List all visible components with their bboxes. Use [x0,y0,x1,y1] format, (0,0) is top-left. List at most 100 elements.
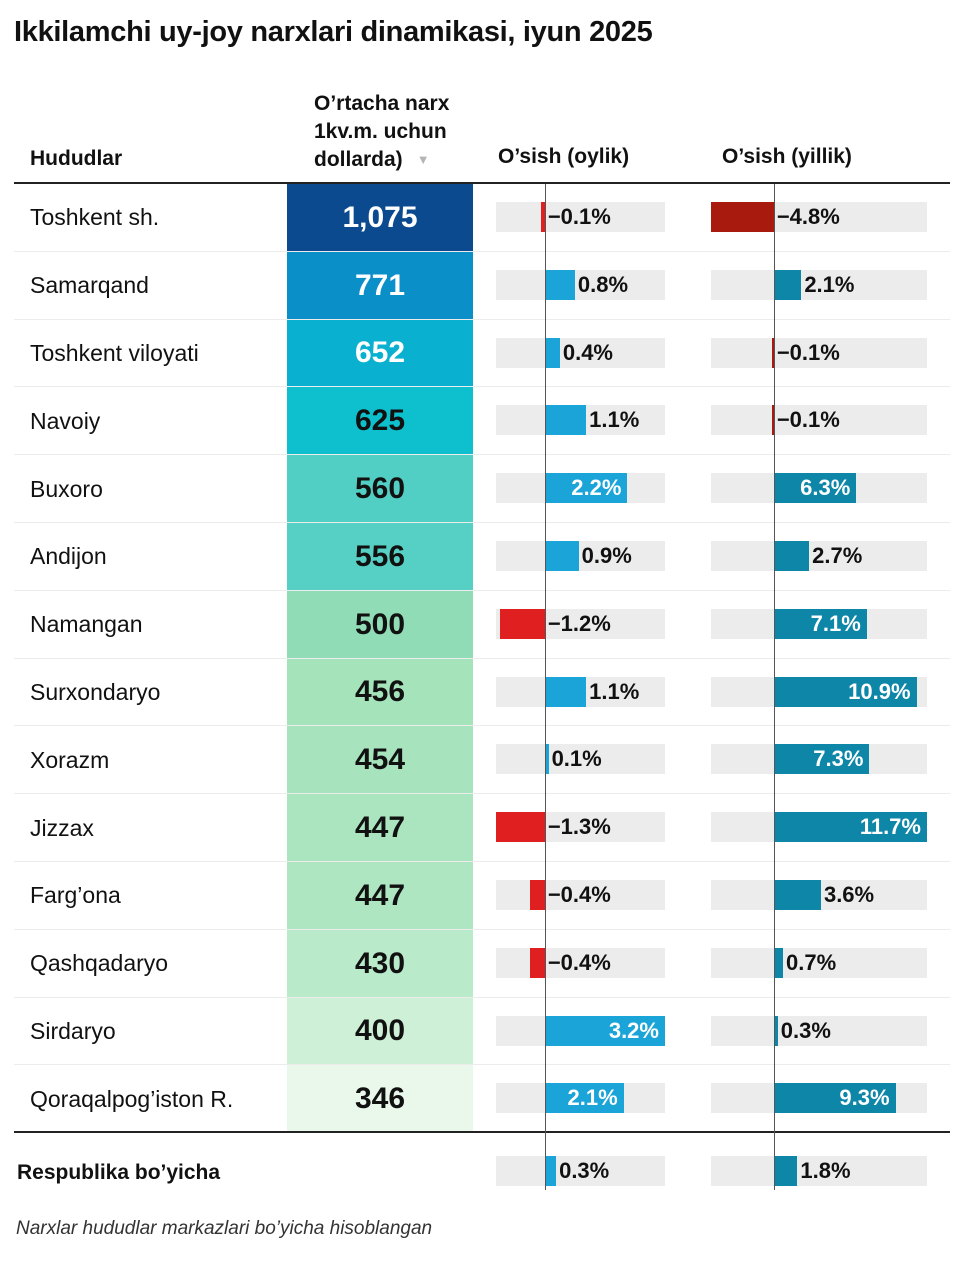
yearly-track: −0.1% [711,405,927,436]
yearly-bar [771,337,774,368]
monthly-bar [499,608,545,639]
region-name: Samarqand [30,272,149,299]
row-separator [14,250,950,252]
sort-descending-icon[interactable]: ▼ [416,152,430,168]
yearly-label: 0.7% [786,949,837,975]
table-row: Samarqand 771 0.8% 2.1% [0,251,964,320]
total-rule [14,1131,950,1133]
yearly-track: 3.6% [711,880,927,910]
region-name: Namangan [30,611,143,638]
price-cell: 400 [287,997,473,1066]
yearly-track: 0.7% [711,947,927,978]
table-row: Sirdaryo 400 3.2% 0.3% [0,997,964,1066]
header-region: Hududlar [30,147,123,170]
row-separator [14,793,950,795]
price-cell: 346 [287,1065,473,1134]
region-name: Surxondaryo [30,678,161,705]
yearly-bar [773,1083,896,1114]
price-cell: 1,075 [287,184,473,252]
total-yearly-bar [773,1156,798,1186]
region-name: Toshkent sh. [30,204,160,231]
price-value: 400 [354,1014,406,1048]
price-cell: 430 [287,929,473,998]
price-value: 447 [354,878,406,912]
yearly-label: 3.6% [823,882,875,907]
monthly-label: 1.1% [589,678,640,704]
monthly-label: 2.2% [571,475,622,501]
row-separator [14,454,950,456]
yearly-label: −0.1% [776,407,840,433]
header-yearly: O’sish (yillik) [722,145,852,168]
price-cell: 500 [287,590,473,659]
yearly-track: 11.7% [711,812,927,843]
monthly-track: −0.4% [496,880,665,910]
row-separator [14,386,950,388]
yearly-bar [773,676,917,707]
monthly-track: 0.9% [496,541,665,571]
row-separator [14,928,950,930]
yearly-bar [771,405,774,436]
row-separator [14,657,950,659]
row-separator [14,589,950,591]
yearly-bar [773,269,802,300]
yearly-bar [773,947,783,978]
total-monthly-bar [544,1156,557,1186]
price-cell: 625 [287,387,473,456]
price-cell: 456 [287,658,473,727]
header-rule [14,182,950,184]
yearly-track: 2.1% [711,269,927,300]
monthly-bar [541,202,545,232]
header-price[interactable]: O’rtacha narx 1kv.m. uchun dollarda) ▼ [314,90,449,174]
yearly-track: 10.9% [711,676,927,707]
chart-title: Ikkilamchi uy-joy narxlari dinamikasi, i… [14,16,653,48]
monthly-label: −0.4% [547,949,611,975]
monthly-track: 1.1% [496,405,665,436]
row-separator [14,318,950,320]
yearly-track: 6.3% [711,473,927,504]
yearly-label: 0.3% [780,1017,831,1043]
yearly-bar [773,1015,778,1046]
yearly-track: 7.1% [711,608,927,639]
yearly-label: 7.1% [810,610,861,636]
price-value: 454 [354,743,406,777]
monthly-bar [544,269,575,300]
monthly-track: −0.1% [496,202,665,232]
price-value: 771 [354,268,406,302]
total-monthly-label: 0.3% [559,1158,610,1183]
table-row: Navoiy 625 1.1% −0.1% [0,387,964,456]
header-monthly: O’sish (oylik) [498,145,630,168]
region-name: Xorazm [30,746,110,773]
monthly-track: 0.1% [496,744,665,775]
region-name: Sirdaryo [30,1017,116,1044]
region-name: Qoraqalpog’iston R. [30,1085,234,1112]
row-separator [14,996,950,998]
price-value: 447 [354,811,406,845]
yearly-bar [773,473,857,504]
table-row: Toshkent sh. 1,075 −0.1% −4.8% [0,184,964,252]
monthly-label: −1.2% [547,610,611,636]
price-cell: 447 [287,794,473,862]
monthly-label: 0.9% [581,543,632,568]
total-yearly-track: 1.8% [711,1156,927,1186]
yearly-track: 2.7% [711,541,927,571]
price-cell: 560 [287,455,473,523]
yearly-bar [773,744,870,775]
monthly-bar [529,947,545,978]
table-row: Buxoro 560 2.2% 6.3% [0,455,964,523]
monthly-label: 0.8% [577,271,629,297]
row-separator [14,521,950,523]
monthly-track: −0.4% [496,947,665,978]
monthly-label: −0.1% [547,204,611,229]
price-cell: 556 [287,523,473,591]
table-row: Qoraqalpog’iston R. 346 2.1% 9.3% [0,1065,964,1134]
price-value: 625 [354,404,406,438]
price-cell: 447 [287,862,473,930]
yearly-label: 6.3% [800,475,851,501]
header-price-line-2: 1kv.m. uchun [314,120,447,143]
yearly-track: −4.8% [711,202,927,232]
monthly-bar [544,1083,624,1114]
yearly-label: 2.1% [804,271,855,297]
table-row: Farg’ona 447 −0.4% 3.6% [0,862,964,930]
yearly-label: 7.3% [813,746,864,772]
monthly-track: 3.2% [496,1015,665,1046]
